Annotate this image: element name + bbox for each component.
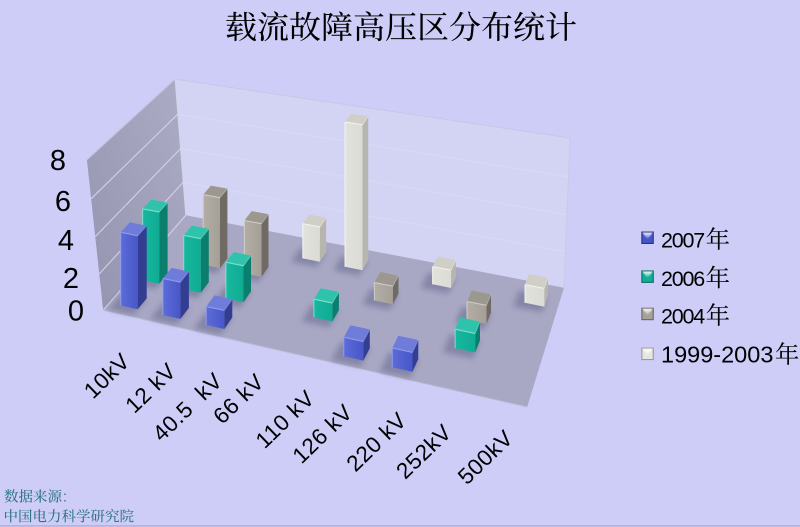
svg-text:6: 6 <box>55 186 71 218</box>
svg-text:0: 0 <box>68 296 84 328</box>
svg-text:2006: 2006 <box>661 267 705 291</box>
svg-text:2004: 2004 <box>661 305 705 329</box>
svg-text::: : <box>63 490 67 506</box>
svg-text:2: 2 <box>63 263 79 295</box>
svg-text:8: 8 <box>50 145 66 177</box>
svg-text:4: 4 <box>58 225 74 257</box>
svg-text:1999-2003: 1999-2003 <box>661 342 773 368</box>
svg-text:2007: 2007 <box>661 229 704 253</box>
